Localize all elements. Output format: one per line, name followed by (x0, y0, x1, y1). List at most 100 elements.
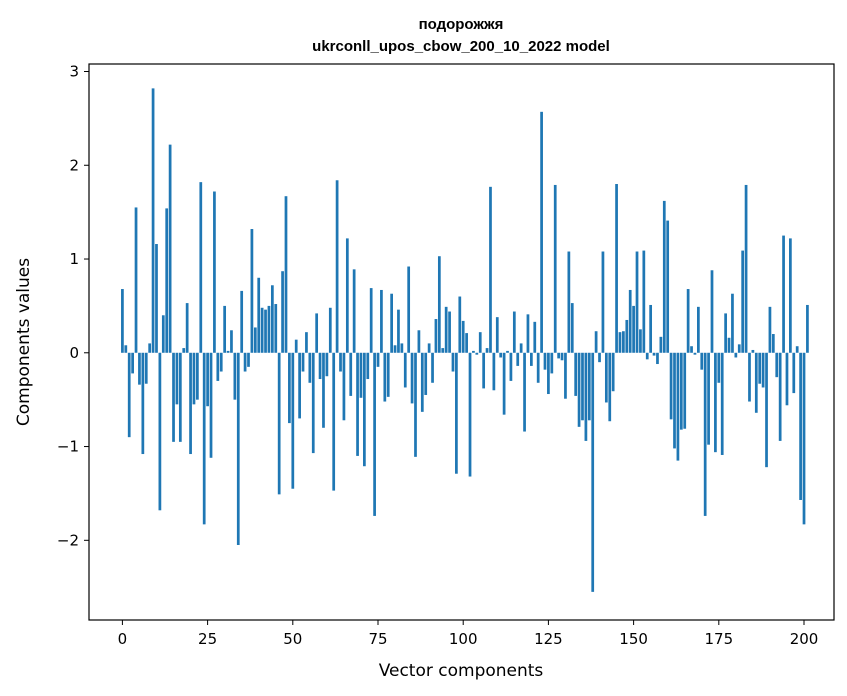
bar-99 (458, 296, 462, 353)
bar-24 (202, 352, 206, 525)
bar-145 (615, 184, 618, 353)
bar-176 (720, 352, 724, 455)
bar-189 (765, 352, 768, 468)
bar-100 (461, 320, 465, 353)
bar-15 (172, 352, 175, 442)
bar-121 (533, 321, 537, 353)
bar-97 (451, 352, 455, 372)
bar-26 (209, 352, 213, 458)
bar-120 (530, 352, 533, 366)
bar-14 (168, 144, 172, 353)
bar-194 (782, 235, 785, 353)
bar-153 (642, 250, 646, 353)
bar-11 (158, 352, 162, 511)
bar-162 (673, 352, 676, 449)
bar-139 (594, 331, 598, 353)
bar-150 (632, 305, 635, 353)
bar-6 (141, 352, 145, 455)
bar-154 (645, 352, 649, 360)
bar-151 (635, 251, 639, 353)
bar-165 (683, 352, 687, 429)
bar-197 (792, 352, 796, 394)
bar-9 (151, 88, 155, 353)
bar-110 (495, 317, 499, 353)
bar-4 (134, 207, 138, 353)
x-tick-label: 150 (619, 630, 648, 648)
bar-174 (714, 352, 717, 453)
bar-186 (754, 352, 758, 413)
bar-185 (751, 349, 755, 353)
bar-37 (247, 352, 250, 367)
x-tick-label: 75 (368, 630, 387, 648)
bar-148 (625, 319, 629, 353)
bar-184 (748, 352, 751, 402)
bar-178 (727, 337, 731, 353)
bar-157 (656, 352, 659, 365)
bar-59 (322, 352, 325, 428)
bar-167 (690, 346, 693, 353)
bar-131 (567, 251, 571, 353)
bar-95 (444, 306, 448, 353)
bar-191 (771, 334, 775, 353)
bar-57 (315, 313, 319, 353)
bars-group (121, 88, 809, 592)
bar-177 (724, 313, 727, 353)
bar-76 (380, 289, 383, 353)
bar-125 (547, 352, 550, 395)
bar-0 (121, 289, 124, 353)
bar-71 (363, 352, 366, 467)
bar-198 (795, 346, 799, 353)
bar-22 (196, 352, 199, 400)
bar-196 (789, 238, 792, 353)
bar-39 (253, 327, 257, 353)
chart-subtitle: ukrconll_upos_cbow_200_10_2022 model (312, 38, 610, 55)
bar-3 (131, 352, 134, 374)
bar-70 (359, 352, 363, 398)
bar-21 (192, 352, 196, 405)
bar-79 (390, 293, 393, 353)
x-tick-label: 200 (790, 630, 819, 648)
bar-90 (427, 343, 431, 353)
bar-51 (294, 339, 298, 353)
bar-136 (584, 352, 588, 441)
x-tick-label: 25 (198, 630, 217, 648)
bar-146 (618, 332, 622, 353)
bar-128 (557, 352, 560, 359)
bar-31 (226, 350, 230, 353)
bar-127 (553, 184, 557, 353)
x-axis-ticks: 0 25 50 75 100 125 150 175 200 (118, 620, 819, 648)
bar-149 (628, 289, 632, 353)
bar-180 (734, 352, 738, 358)
bar-25 (206, 352, 209, 407)
bar-158 (659, 336, 663, 353)
bar-181 (737, 344, 741, 353)
bar-118 (523, 352, 526, 432)
bar-34 (236, 352, 240, 545)
bar-55 (308, 352, 312, 383)
bar-84 (407, 266, 411, 353)
bar-200 (802, 352, 806, 525)
bar-108 (489, 186, 492, 353)
x-tick-label: 175 (704, 630, 733, 648)
bar-81 (397, 309, 400, 353)
bar-161 (669, 352, 673, 420)
y-tick-label: −1 (57, 438, 79, 456)
bar-92 (434, 319, 438, 353)
bar-20 (189, 352, 192, 455)
bar-54 (305, 332, 308, 353)
bar-89 (424, 352, 428, 395)
bar-141 (601, 251, 605, 353)
bar-19 (185, 303, 189, 353)
bar-143 (608, 352, 612, 422)
bar-169 (697, 306, 700, 353)
bar-122 (536, 352, 540, 383)
bar-173 (710, 270, 714, 353)
bar-106 (482, 352, 486, 389)
y-tick-label: 3 (69, 63, 79, 81)
bar-138 (591, 352, 595, 592)
bar-12 (161, 315, 165, 353)
bar-2 (127, 352, 131, 438)
bar-28 (216, 352, 220, 381)
bar-56 (311, 352, 315, 454)
